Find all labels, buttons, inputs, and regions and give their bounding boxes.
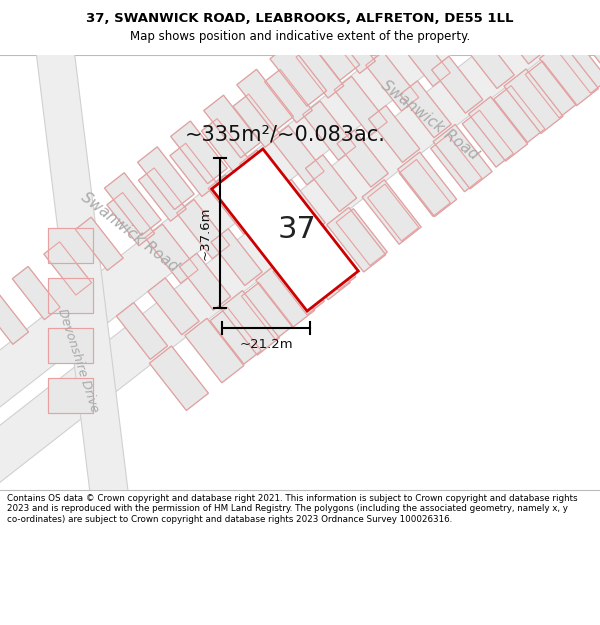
Polygon shape [362,180,421,244]
Polygon shape [220,291,280,355]
Text: ~335m²/~0.083ac.: ~335m²/~0.083ac. [185,125,385,145]
Polygon shape [239,150,293,209]
Text: Swanwick Road: Swanwick Road [79,189,182,274]
Polygon shape [366,52,419,111]
Polygon shape [494,7,546,64]
Text: Contains OS data © Crown copyright and database right 2021. This information is : Contains OS data © Crown copyright and d… [7,494,578,524]
Polygon shape [149,346,208,411]
Polygon shape [204,95,260,158]
Polygon shape [0,0,600,559]
Polygon shape [210,308,261,364]
Polygon shape [469,97,527,161]
Polygon shape [399,159,451,216]
Polygon shape [368,184,419,241]
Polygon shape [305,233,356,290]
Polygon shape [557,36,600,93]
Polygon shape [504,69,563,134]
Polygon shape [44,242,92,295]
Polygon shape [145,224,198,283]
Polygon shape [47,378,92,412]
Polygon shape [305,155,357,212]
Polygon shape [302,101,356,160]
Polygon shape [233,94,281,148]
Polygon shape [202,119,249,172]
Polygon shape [433,124,492,189]
Polygon shape [107,192,155,246]
Polygon shape [539,41,598,106]
Polygon shape [170,121,227,184]
Polygon shape [462,110,514,167]
Polygon shape [47,278,92,312]
Polygon shape [211,229,262,286]
Polygon shape [242,282,293,339]
Polygon shape [400,81,451,138]
Polygon shape [273,258,324,315]
Polygon shape [270,44,326,106]
Text: Devonshire Drive: Devonshire Drive [55,306,101,414]
Polygon shape [47,328,92,362]
Polygon shape [170,143,218,196]
Polygon shape [13,266,60,320]
Polygon shape [575,14,600,78]
Polygon shape [337,130,388,187]
Polygon shape [139,168,186,221]
Polygon shape [328,20,376,73]
Polygon shape [237,69,293,132]
Polygon shape [148,278,199,335]
Text: Swanwick Road: Swanwick Road [379,78,482,162]
Polygon shape [176,199,230,259]
Polygon shape [588,12,600,69]
Polygon shape [179,253,230,310]
Polygon shape [327,208,386,272]
Text: 37: 37 [278,216,316,244]
Polygon shape [76,217,123,271]
Polygon shape [116,302,167,359]
Polygon shape [368,106,420,162]
Text: Map shows position and indicative extent of the property.: Map shows position and indicative extent… [130,30,470,43]
Polygon shape [431,56,483,113]
Polygon shape [208,175,261,234]
Polygon shape [397,27,450,86]
Polygon shape [212,149,358,311]
Polygon shape [291,235,350,300]
Polygon shape [296,45,344,98]
Text: ~21.2m: ~21.2m [239,338,293,351]
Polygon shape [463,32,514,89]
Polygon shape [36,48,129,503]
Polygon shape [256,263,315,328]
Polygon shape [398,152,457,217]
Polygon shape [303,18,359,80]
Polygon shape [104,173,161,236]
Polygon shape [47,228,92,262]
Polygon shape [494,86,545,142]
Polygon shape [242,204,293,261]
Polygon shape [137,147,194,209]
Polygon shape [185,318,244,382]
Polygon shape [334,76,387,136]
Text: ~37.6m: ~37.6m [199,206,212,260]
Polygon shape [265,69,312,122]
Polygon shape [336,209,387,266]
Polygon shape [0,291,29,344]
Polygon shape [431,135,482,192]
Polygon shape [271,126,324,185]
Polygon shape [525,61,577,118]
Text: 37, SWANWICK ROAD, LEABROOKS, ALFRETON, DE55 1LL: 37, SWANWICK ROAD, LEABROOKS, ALFRETON, … [86,12,514,25]
Polygon shape [274,179,325,236]
